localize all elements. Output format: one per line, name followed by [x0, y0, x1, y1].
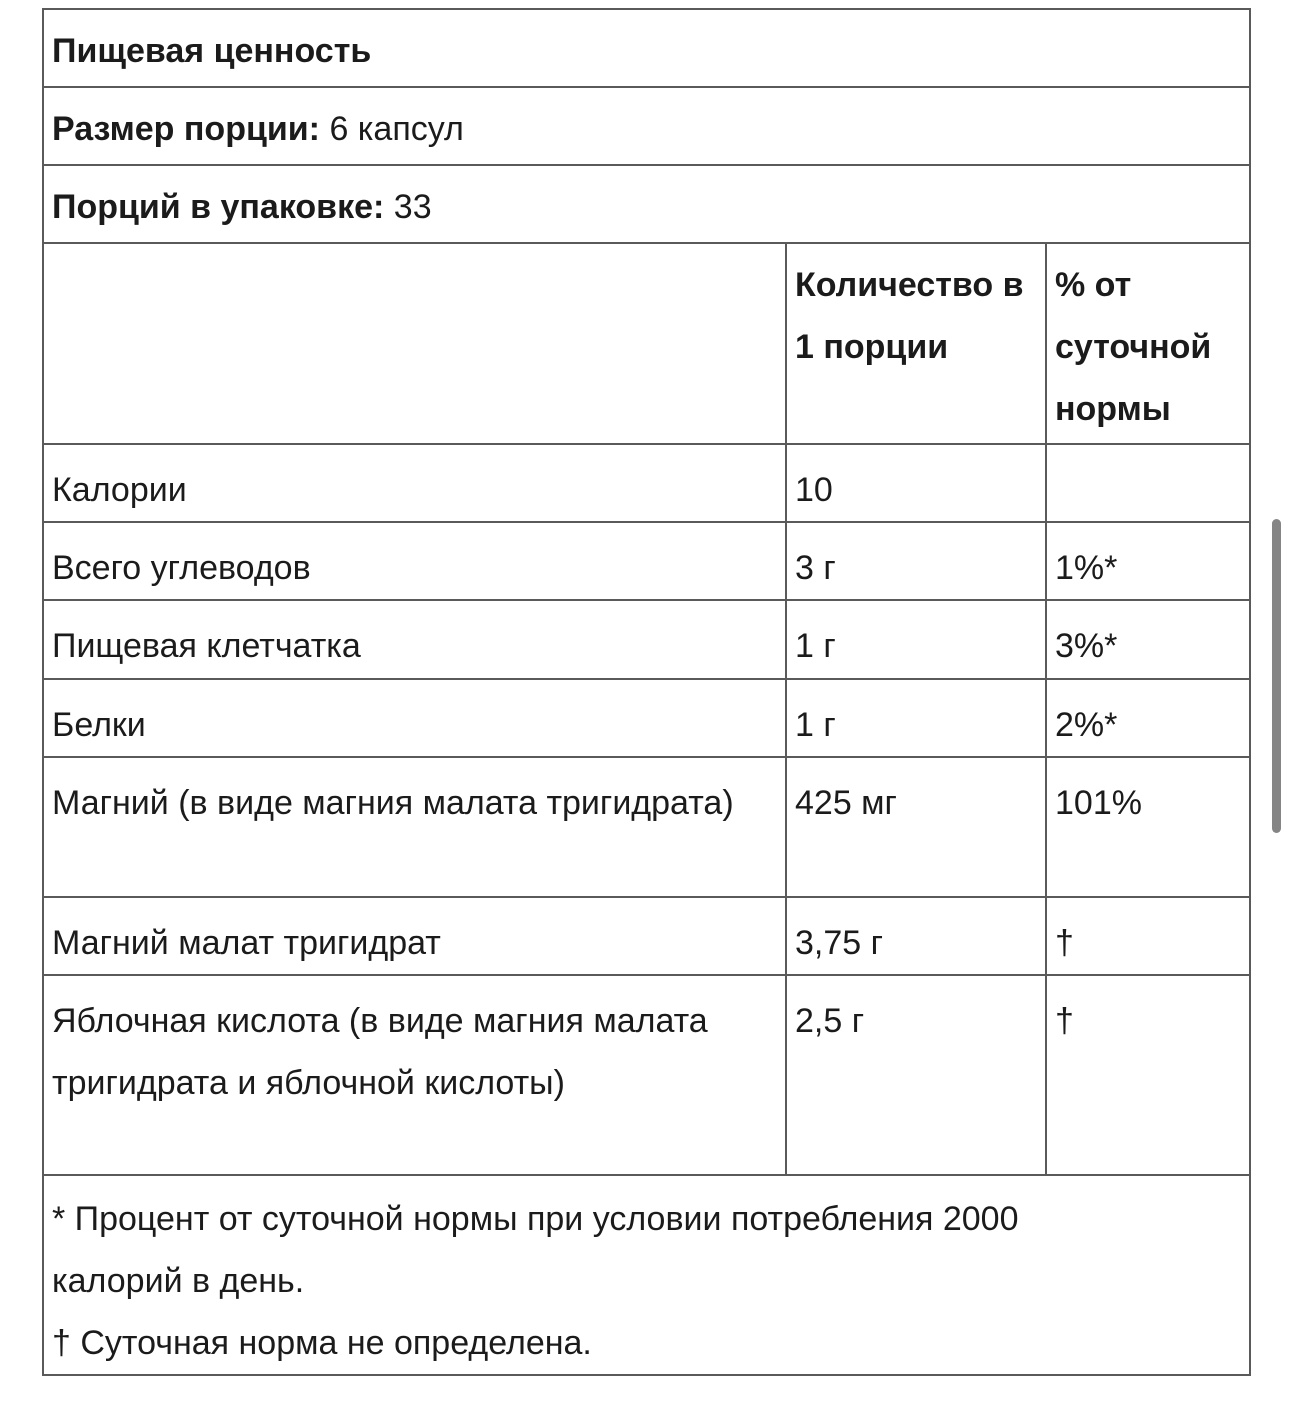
cell-dv: 2%* — [1044, 678, 1252, 758]
cell-dv: 101% — [1044, 756, 1252, 898]
cell-dv — [1044, 443, 1252, 523]
table-row: Белки 1 г 2%* — [42, 678, 1252, 758]
servings-value: 33 — [393, 188, 432, 226]
cell-dv: † — [1044, 974, 1252, 1176]
serving-size-label: Размер порции: — [52, 110, 320, 148]
cell-amount: 3 г — [785, 521, 1047, 601]
cell-name: Белки — [42, 678, 787, 758]
cell-amount: 1 г — [785, 599, 1047, 680]
cell-amount: 10 — [785, 443, 1047, 523]
cell-dv: 1%* — [1044, 521, 1252, 601]
footnote-asterisk: * Процент от суточной нормы при условии … — [52, 1200, 1019, 1300]
table-row: Калории 10 — [42, 443, 1252, 523]
serving-size-value: 6 капсул — [329, 110, 464, 148]
cell-amount: 425 мг — [785, 756, 1047, 898]
cell-dv: 3%* — [1044, 599, 1252, 680]
footnotes: * Процент от суточной нормы при условии … — [41, 1174, 1252, 1376]
cell-name: Пищевая клетчатка — [42, 599, 787, 680]
table-row: Магний (в виде магния малата тригидрата)… — [42, 756, 1252, 898]
table-row: Пищевая клетчатка 1 г 3%* — [42, 599, 1252, 680]
cell-name: Яблочная кислота (в виде магния малата т… — [42, 974, 787, 1176]
footnote-dagger: † Суточная норма не определена. — [52, 1324, 592, 1362]
table-title: Пищевая ценность — [41, 8, 1252, 88]
serving-size: Размер порции: 6 капсул — [41, 86, 1252, 166]
header-row: Количество в 1 порции % от суточной норм… — [42, 242, 1252, 445]
scrollbar[interactable] — [1272, 519, 1281, 833]
cell-name: Магний (в виде магния малата тригидрата) — [42, 756, 787, 898]
cell-name: Калории — [42, 443, 787, 523]
nutrition-facts-table: Пищевая ценность Размер порции: 6 капсул… — [41, 8, 1252, 1376]
servings-label: Порций в упаковке: — [52, 188, 385, 226]
cell-amount: 3,75 г — [785, 896, 1047, 976]
header-dv: % от суточной нормы — [1044, 242, 1252, 445]
header-name — [42, 242, 787, 445]
servings-per-container: Порций в упаковке: 33 — [41, 164, 1252, 244]
header-amount: Количество в 1 порции — [785, 242, 1047, 445]
cell-amount: 2,5 г — [785, 974, 1047, 1176]
table-row: Всего углеводов 3 г 1%* — [42, 521, 1252, 601]
table-row: Магний малат тригидрат 3,75 г † — [42, 896, 1252, 976]
cell-dv: † — [1044, 896, 1252, 976]
cell-name: Магний малат тригидрат — [42, 896, 787, 976]
cell-name: Всего углеводов — [42, 521, 787, 601]
cell-amount: 1 г — [785, 678, 1047, 758]
table-row: Яблочная кислота (в виде магния малата т… — [42, 974, 1252, 1176]
